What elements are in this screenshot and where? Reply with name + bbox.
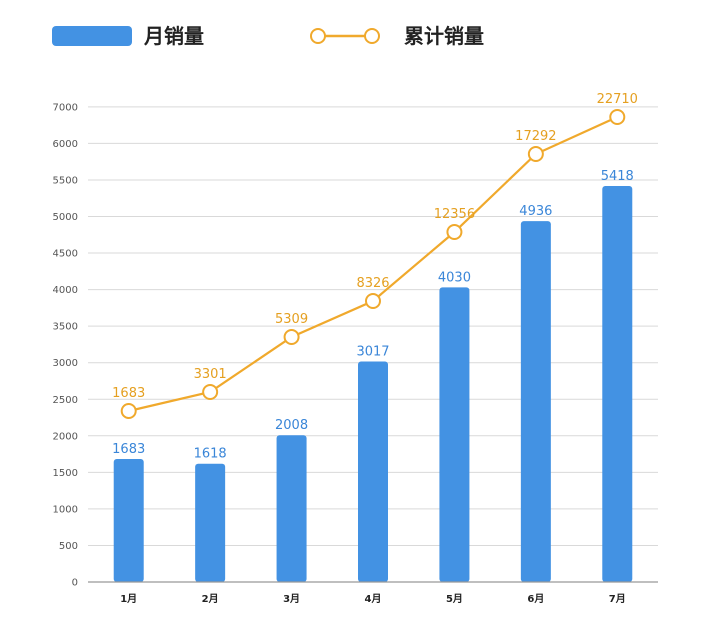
line-point: [283, 329, 300, 345]
x-tick-label: 7月: [609, 593, 626, 605]
bar: [439, 287, 470, 582]
cumulative-line: [120, 109, 626, 419]
line-value-label: 22710: [597, 92, 638, 107]
line-point: [527, 146, 544, 162]
y-tick-label: 500: [59, 541, 78, 552]
bar-value-label: 2008: [275, 418, 308, 433]
x-tick-label: 4月: [365, 593, 382, 605]
bar-value-label: 1683: [112, 442, 145, 457]
x-axis-ticks: 1月 2月 3月 4月 5月 6月 7月: [120, 593, 626, 605]
bar: [113, 458, 144, 582]
bar: [520, 221, 551, 582]
legend-bar-swatch: [52, 26, 132, 46]
legend-bar-label: 月销量: [143, 24, 204, 48]
y-tick-label: 6000: [53, 139, 78, 150]
bar-labels: 1683 1618 2008 3017 4030 4936 5418: [112, 169, 634, 462]
y-tick-label: 0: [72, 578, 78, 589]
bar-value-label: 5418: [601, 169, 634, 184]
bar: [276, 435, 307, 582]
bar-value-label: 1618: [194, 447, 227, 462]
y-tick-label: 1500: [53, 468, 78, 479]
y-tick-label: 1000: [53, 504, 78, 515]
legend: 月销量 累计销量: [52, 24, 484, 48]
line-point: [202, 384, 219, 400]
bar: [602, 185, 633, 582]
line-value-label: 17292: [515, 129, 556, 144]
y-tick-label: 5500: [53, 175, 78, 186]
bar: [358, 361, 388, 582]
line-value-label: 3301: [194, 367, 227, 382]
y-tick-label: 4500: [53, 249, 78, 260]
bar-value-label: 3017: [356, 344, 389, 359]
x-tick-label: 5月: [446, 593, 463, 605]
line-point: [365, 293, 381, 309]
y-tick-label: 7000: [53, 102, 78, 113]
line-value-label: 5309: [275, 312, 308, 327]
line-labels: 1683 3301 5309 8326 12356 17292 22710: [112, 92, 638, 401]
x-tick-label: 3月: [283, 593, 300, 605]
line-value-label: 12356: [434, 207, 475, 222]
legend-line-swatch: [310, 28, 380, 44]
x-tick-label: 1月: [120, 593, 137, 605]
x-tick-label: 2月: [202, 593, 219, 605]
line-point: [120, 403, 137, 419]
legend-line-label: 累计销量: [404, 24, 484, 48]
bars: [113, 185, 633, 582]
y-tick-label: 3500: [53, 322, 78, 333]
y-tick-label: 2000: [53, 431, 78, 442]
x-tick-label: 6月: [527, 593, 544, 605]
bar-value-label: 4936: [519, 204, 552, 219]
line-value-label: 8326: [356, 276, 389, 291]
y-tick-label: 2500: [53, 395, 78, 406]
y-axis-ticks: 0 500 1000 1500 2000 2500 3000 3500 4000 4500 5000…: [53, 102, 78, 588]
bar: [195, 463, 226, 582]
bar-value-label: 4030: [438, 270, 471, 285]
line-point: [609, 109, 626, 125]
y-tick-label: 3000: [53, 358, 78, 369]
y-tick-label: 4000: [53, 285, 78, 296]
line-value-label: 1683: [112, 386, 145, 401]
line-point: [446, 224, 463, 240]
y-tick-label: 5000: [53, 212, 78, 223]
